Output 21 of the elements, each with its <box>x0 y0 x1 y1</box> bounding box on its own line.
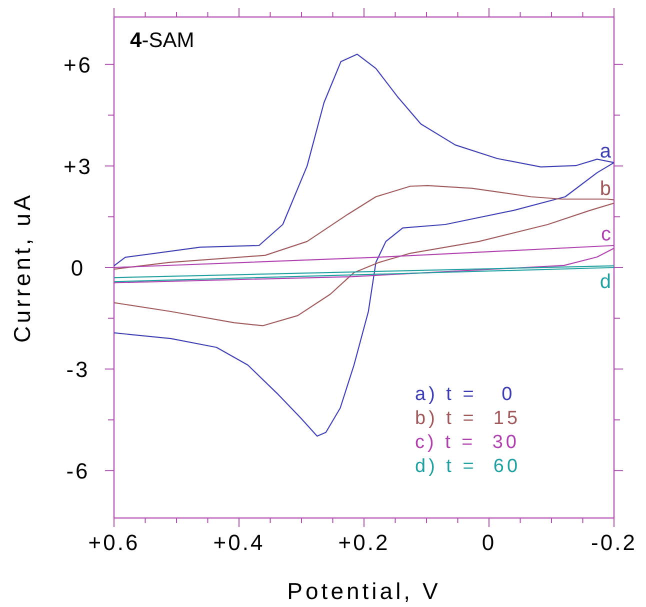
annotation: b <box>600 178 611 200</box>
annotation: d <box>600 270 611 293</box>
text: a) t = 0 <box>415 384 516 405</box>
x-axis-title: Potential, V <box>287 578 441 604</box>
text: 4-SAM <box>130 29 194 52</box>
y-tick-label: 0 <box>70 256 86 280</box>
x-tick-label: +0.2 <box>338 530 390 555</box>
x-tick-label: -0.2 <box>591 530 637 555</box>
x-tick-label: +0.6 <box>88 530 140 555</box>
x-tick-label: 0 <box>482 530 496 555</box>
text: c) t = 30 <box>415 432 520 453</box>
text: d) t = 60 <box>415 456 521 477</box>
y-tick-label: +3 <box>63 154 93 179</box>
text: b) t = 15 <box>415 408 521 429</box>
y-axis-title: Current, uA <box>9 192 35 343</box>
y-tick-label: +6 <box>63 52 93 78</box>
annotation: c <box>601 223 611 246</box>
annotation: a <box>600 140 612 163</box>
y-tick-label: -6 <box>66 458 90 484</box>
x-tick-label: +0.4 <box>213 530 265 555</box>
y-tick-label: -3 <box>66 357 90 382</box>
